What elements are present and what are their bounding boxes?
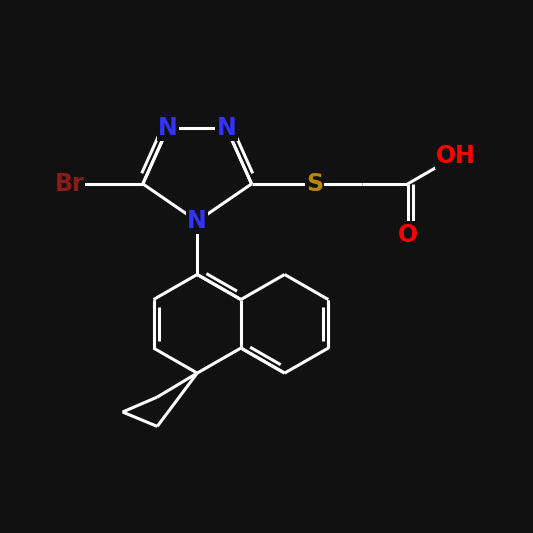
Text: N: N (216, 116, 237, 140)
Text: N: N (187, 209, 207, 233)
Text: OH: OH (436, 144, 475, 168)
Text: Br: Br (54, 172, 84, 196)
Text: O: O (398, 222, 418, 247)
Text: N: N (158, 116, 178, 140)
Text: S: S (306, 172, 323, 196)
